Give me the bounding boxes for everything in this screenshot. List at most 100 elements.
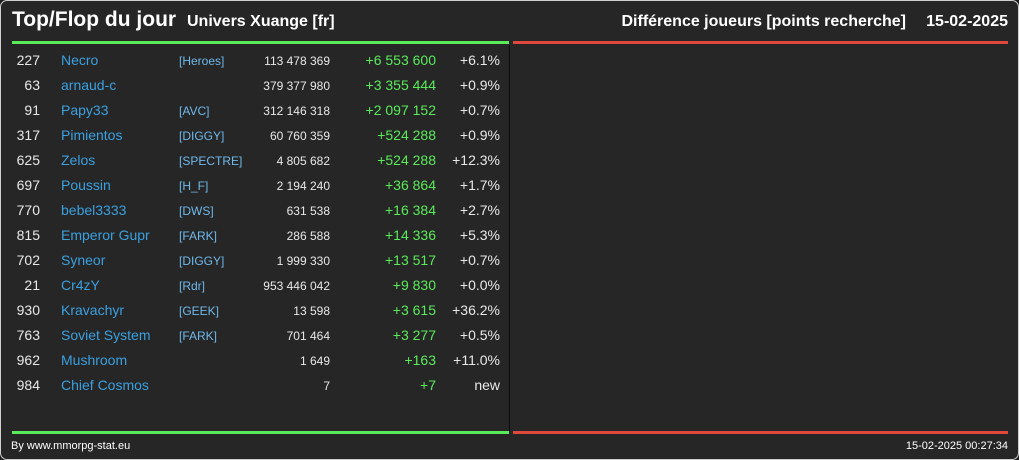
percent-cell: +1.7% bbox=[459, 177, 500, 193]
page-title: Top/Flop du jour bbox=[12, 8, 177, 31]
alliance-tag-link[interactable]: [DWS] bbox=[179, 204, 214, 218]
rank-cell: 770 bbox=[16, 202, 40, 218]
rank-cell: 697 bbox=[16, 177, 40, 193]
rank-cell: 763 bbox=[16, 327, 40, 343]
top-table: 227 Necro [Heroes] 113 478 369 +6 553 600 +6.… bbox=[1, 48, 509, 398]
player-name-link[interactable]: bebel3333 bbox=[61, 202, 127, 218]
points-cell: 1 649 bbox=[299, 354, 330, 368]
diff-cell: +3 615 bbox=[392, 302, 436, 318]
points-cell: 1 999 330 bbox=[276, 254, 330, 268]
alliance-tag-link[interactable]: [AVC] bbox=[179, 104, 210, 118]
alliance-tag-link[interactable]: [Rdr] bbox=[179, 279, 206, 293]
percent-cell: +0.7% bbox=[459, 102, 500, 118]
percent-cell: new bbox=[474, 377, 500, 393]
points-cell: 113 478 369 bbox=[264, 54, 330, 68]
player-name-link[interactable]: Chief Cosmos bbox=[61, 377, 149, 393]
alliance-tag-link[interactable]: [FARK] bbox=[179, 229, 218, 243]
rank-cell: 63 bbox=[24, 77, 40, 93]
table-row: 702 Syneor [DIGGY] 1 999 330 +13 517 +0.7% bbox=[1, 248, 509, 273]
table-row: 625 Zelos [SPECTRE] 4 805 682 +524 288 +12.3% bbox=[1, 148, 509, 173]
points-cell: 953 446 042 bbox=[263, 279, 330, 293]
percent-cell: +0.0% bbox=[459, 277, 500, 293]
rank-cell: 227 bbox=[16, 52, 40, 68]
percent-cell: +2.7% bbox=[459, 202, 500, 218]
points-cell: 7 bbox=[323, 379, 330, 393]
points-cell: 312 146 318 bbox=[263, 104, 330, 118]
table-row: 763 Soviet System [FARK] 701 464 +3 277 +0.5% bbox=[1, 323, 509, 348]
rank-cell: 91 bbox=[24, 102, 40, 118]
points-cell: 4 805 682 bbox=[276, 154, 330, 168]
alliance-tag-link[interactable]: [GEEK] bbox=[179, 304, 220, 318]
player-name-link[interactable]: Cr4zY bbox=[61, 277, 100, 293]
rank-cell: 21 bbox=[24, 277, 40, 293]
percent-cell: +0.7% bbox=[459, 252, 500, 268]
table-row: 984 Chief Cosmos 7 +7 new bbox=[1, 373, 509, 398]
player-name-link[interactable]: Mushroom bbox=[61, 352, 128, 368]
table-row: 697 Poussin [H_F] 2 194 240 +36 864 +1.7% bbox=[1, 173, 509, 198]
metric-label: Différence joueurs [points recherche] bbox=[621, 13, 906, 30]
top-header-line bbox=[12, 41, 509, 44]
player-name-link[interactable]: Kravachyr bbox=[61, 302, 125, 318]
percent-cell: +11.0% bbox=[453, 352, 500, 368]
percent-cell: +12.3% bbox=[452, 152, 500, 168]
table-row: 770 bebel3333 [DWS] 631 538 +16 384 +2.7% bbox=[1, 198, 509, 223]
player-name-link[interactable]: Necro bbox=[61, 52, 99, 68]
rank-cell: 984 bbox=[16, 377, 40, 393]
alliance-tag-link[interactable]: [FARK] bbox=[179, 329, 218, 343]
player-name-link[interactable]: Emperor Gupr bbox=[61, 227, 150, 243]
diff-cell: +7 bbox=[420, 377, 436, 393]
points-cell: 701 464 bbox=[286, 329, 330, 343]
rank-cell: 702 bbox=[16, 252, 40, 268]
date-label: 15-02-2025 bbox=[926, 13, 1008, 30]
table-row: 317 Pimientos [DIGGY] 60 760 359 +524 288 +0.… bbox=[1, 123, 509, 148]
points-cell: 60 760 359 bbox=[269, 129, 330, 143]
diff-cell: +163 bbox=[404, 352, 436, 368]
player-name-link[interactable]: arnaud-c bbox=[61, 77, 117, 93]
site-credit: By www.mmorpg-stat.eu bbox=[11, 440, 131, 452]
diff-cell: +3 277 bbox=[392, 327, 436, 343]
diff-cell: +36 864 bbox=[385, 177, 436, 193]
points-cell: 2 194 240 bbox=[276, 179, 330, 193]
column-divider bbox=[509, 45, 510, 431]
player-name-link[interactable]: Pimientos bbox=[61, 127, 123, 143]
rank-cell: 317 bbox=[16, 127, 40, 143]
alliance-tag-link[interactable]: [SPECTRE] bbox=[179, 154, 243, 168]
diff-cell: +524 288 bbox=[377, 127, 436, 143]
diff-cell: +3 355 444 bbox=[365, 77, 436, 93]
rank-cell: 625 bbox=[16, 152, 40, 168]
percent-cell: +0.9% bbox=[459, 127, 500, 143]
player-name-link[interactable]: Soviet System bbox=[61, 327, 151, 343]
header: Top/Flop du jour Univers Xuange [fr] Dif… bbox=[1, 1, 1018, 41]
points-cell: 631 538 bbox=[286, 204, 330, 218]
flop-footer-line bbox=[513, 431, 1008, 434]
alliance-tag-link[interactable]: [Heroes] bbox=[179, 54, 225, 68]
percent-cell: +0.9% bbox=[459, 77, 500, 93]
percent-cell: +6.1% bbox=[459, 52, 500, 68]
alliance-tag-link[interactable]: [H_F] bbox=[179, 179, 209, 193]
table-row: 21 Cr4zY [Rdr] 953 446 042 +9 830 +0.0% bbox=[1, 273, 509, 298]
player-name-link[interactable]: Syneor bbox=[61, 252, 106, 268]
rank-cell: 930 bbox=[16, 302, 40, 318]
flop-header-line bbox=[513, 41, 1008, 44]
table-row: 962 Mushroom 1 649 +163 +11.0% bbox=[1, 348, 509, 373]
table-row: 227 Necro [Heroes] 113 478 369 +6 553 600 +6.… bbox=[1, 48, 509, 73]
points-cell: 379 377 980 bbox=[263, 79, 330, 93]
table-row: 930 Kravachyr [GEEK] 13 598 +3 615 +36.2% bbox=[1, 298, 509, 323]
diff-cell: +6 553 600 bbox=[365, 52, 436, 68]
player-name-link[interactable]: Poussin bbox=[61, 177, 111, 193]
diff-cell: +9 830 bbox=[392, 277, 436, 293]
top-footer-line bbox=[12, 431, 509, 434]
player-name-link[interactable]: Papy33 bbox=[61, 102, 109, 118]
player-name-link[interactable]: Zelos bbox=[61, 152, 96, 168]
table-row: 91 Papy33 [AVC] 312 146 318 +2 097 152 +0.7% bbox=[1, 98, 509, 123]
points-cell: 286 588 bbox=[286, 229, 330, 243]
alliance-tag-link[interactable]: [DIGGY] bbox=[179, 129, 225, 143]
diff-cell: +14 336 bbox=[385, 227, 436, 243]
rank-cell: 962 bbox=[16, 352, 40, 368]
universe-label: Univers Xuange [fr] bbox=[187, 13, 335, 30]
alliance-tag-link[interactable]: [DIGGY] bbox=[179, 254, 225, 268]
percent-cell: +36.2% bbox=[452, 302, 500, 318]
table-row: 815 Emperor Gupr [FARK] 286 588 +14 336 +5.3% bbox=[1, 223, 509, 248]
diff-cell: +524 288 bbox=[377, 152, 436, 168]
